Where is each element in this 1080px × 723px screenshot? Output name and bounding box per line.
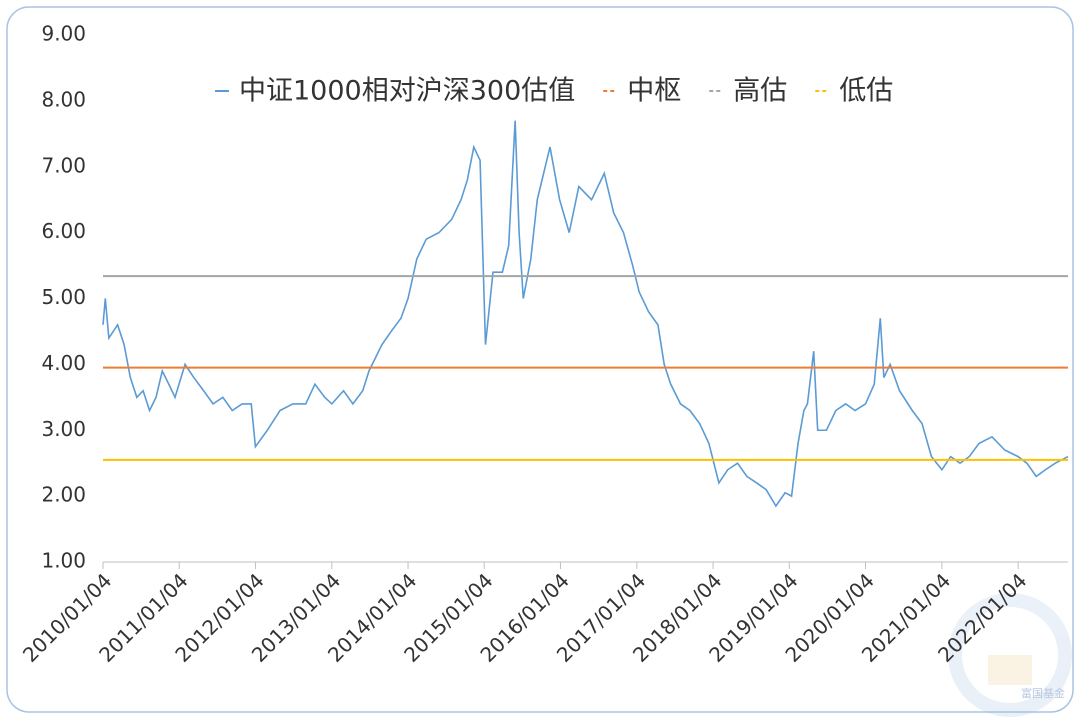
watermark: 富国基金 — [1021, 686, 1065, 700]
watermark-logo — [948, 593, 1072, 717]
legend: 中证1000相对沪深300估值 中枢 高估 低估 — [215, 76, 893, 107]
frame — [6, 6, 1074, 713]
y-tick-label: 9.00 — [41, 22, 86, 46]
y-tick-label: 3.00 — [41, 417, 86, 441]
y-tick-label: 4.00 — [41, 351, 86, 375]
y-tick-label: 6.00 — [41, 219, 86, 243]
y-tick-label: 1.00 — [41, 549, 86, 573]
legend-label: 低估 — [839, 76, 893, 107]
y-tick-label: 2.00 — [41, 483, 86, 507]
legend-label: 中证1000相对沪深300估值 — [239, 76, 575, 107]
legend-label: 高估 — [733, 76, 787, 107]
y-tick-label: 8.00 — [41, 87, 86, 111]
series-line — [102, 120, 1069, 508]
legend-label: 中枢 — [627, 76, 681, 107]
y-tick-label: 7.00 — [41, 153, 86, 177]
y-tick-label: 5.00 — [41, 285, 86, 309]
